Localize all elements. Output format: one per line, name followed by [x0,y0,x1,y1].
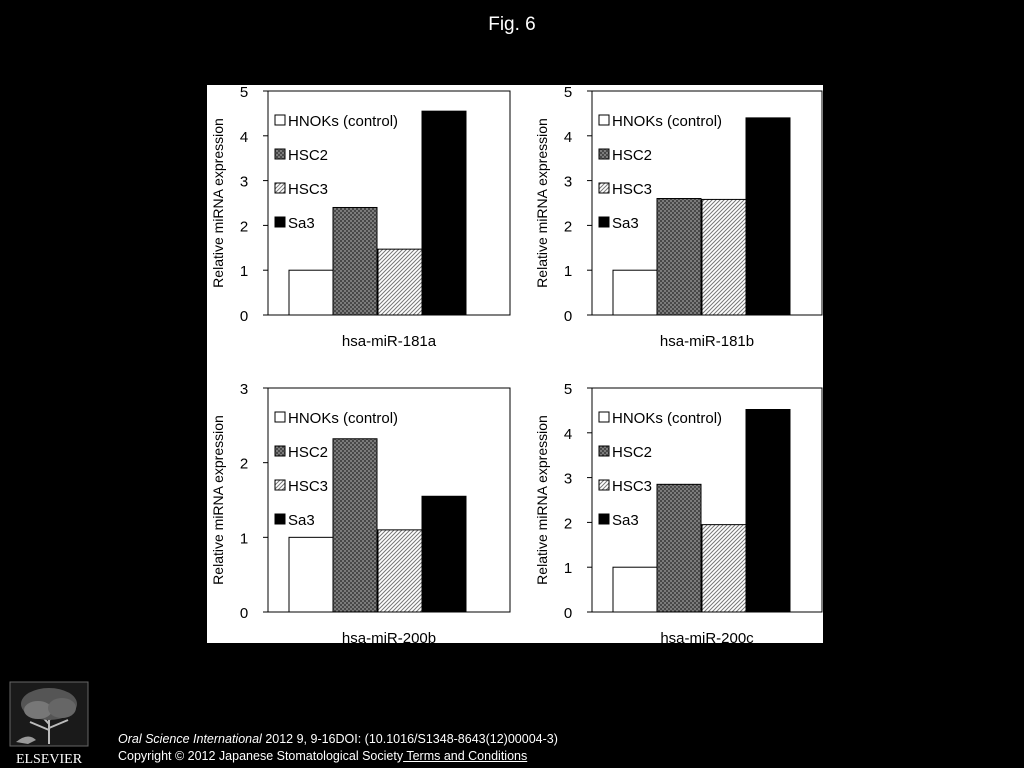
citation-block: Oral Science International 2012 9, 9-16D… [118,731,558,765]
legend-label: HNOKs (control) [612,410,722,427]
legend-swatch [274,513,286,525]
y-tick-label: 2 [564,218,572,235]
y-axis-label: Relative miRNA expression [210,118,226,288]
y-tick-label: 4 [564,129,572,146]
legend-label: HSC3 [612,181,652,198]
citation-details: 2012 9, 9-16DOI: (10.1016/S1348-8643(12)… [261,732,558,746]
y-tick-label: 4 [240,129,248,146]
legend-label: Sa3 [288,512,315,529]
elsevier-tree-icon: ELSEVIER [9,681,89,766]
legend-label: HSC2 [288,147,328,164]
legend-swatch [598,513,610,525]
bar-dark-crosshatch [656,483,702,613]
x-axis-label: hsa-miR-181a [342,333,437,350]
legend-swatch [598,114,610,126]
journal-name: Oral Science International [118,732,262,746]
bar-black [745,409,791,613]
bar-diagonal-hatch [377,529,423,613]
publisher-logo-text: ELSEVIER [16,752,83,766]
y-tick-label: 2 [240,456,248,473]
legend-label: Sa3 [288,215,315,232]
y-tick-label: 0 [564,605,572,622]
y-tick-label: 2 [564,515,572,532]
y-tick-label: 5 [564,381,572,398]
legend-swatch [274,148,286,160]
legend-label: HSC2 [288,444,328,461]
bar-black [421,495,467,613]
bar-dark-crosshatch [656,198,702,316]
legend-swatch [274,216,286,228]
legend-swatch [598,479,610,491]
legend-label: HSC2 [612,444,652,461]
y-axis-label: Relative miRNA expression [210,415,226,585]
bar-white [612,269,658,316]
bar-dark-crosshatch [332,438,378,613]
legend-swatch [598,445,610,457]
y-tick-label: 5 [240,85,248,101]
y-tick-label: 0 [240,605,248,622]
bar-diagonal-hatch [701,524,747,613]
legend-label: HSC3 [612,478,652,495]
y-tick-label: 2 [240,218,248,235]
slide-title: Fig. 6 [488,14,536,35]
x-axis-label: hsa-miR-200b [342,630,436,643]
legend-swatch [274,445,286,457]
bar-chart-grid: 0 1 2 3 4 5 Relative miRNA expression HNOKs (co… [210,85,823,643]
y-tick-label: 1 [240,530,248,547]
legend-swatch [598,182,610,194]
legend-label: HSC2 [612,147,652,164]
legend-swatch [598,148,610,160]
y-tick-label: 3 [564,471,572,488]
y-axis-label: Relative miRNA expression [534,415,550,585]
x-axis-label: hsa-miR-181b [660,333,754,350]
y-tick-label: 3 [240,381,248,398]
legend-label: HNOKs (control) [288,113,398,130]
y-tick-label: 3 [564,174,572,191]
y-tick-label: 1 [240,263,248,280]
bar-dark-crosshatch [332,206,378,316]
legend-swatch [274,411,286,423]
bar-diagonal-hatch [701,198,747,316]
legend-label: HNOKs (control) [288,410,398,427]
copyright-line: Copyright © 2012 Japanese Stomatological… [118,748,558,765]
y-tick-label: 0 [564,308,572,325]
bar-black [745,117,791,316]
legend-label: Sa3 [612,215,639,232]
y-tick-label: 3 [240,174,248,191]
y-tick-label: 5 [564,85,572,101]
x-axis-label: hsa-miR-200c [660,630,754,643]
y-tick-label: 4 [564,426,572,443]
copyright-text: Copyright © 2012 Japanese Stomatological… [118,749,404,763]
bar-white [288,269,334,316]
y-tick-label: 1 [564,263,572,280]
bar-white [288,536,334,613]
legend-label: HSC3 [288,478,328,495]
legend-swatch [598,216,610,228]
legend-label: HNOKs (control) [612,113,722,130]
bar-white [612,566,658,613]
bar-black [421,110,467,316]
figure-panel: 0 1 2 3 4 5 Relative miRNA expression HNOKs (co… [207,85,823,643]
legend-label: Sa3 [612,512,639,529]
citation-line: Oral Science International 2012 9, 9-16D… [118,731,558,748]
y-tick-label: 0 [240,308,248,325]
legend-swatch [274,479,286,491]
legend-swatch [274,182,286,194]
legend-swatch [598,411,610,423]
terms-link[interactable]: Terms and Conditions [403,749,528,763]
legend-label: HSC3 [288,181,328,198]
legend-swatch [274,114,286,126]
y-axis-label: Relative miRNA expression [534,118,550,288]
y-tick-label: 1 [564,560,572,577]
bar-diagonal-hatch [377,248,423,316]
